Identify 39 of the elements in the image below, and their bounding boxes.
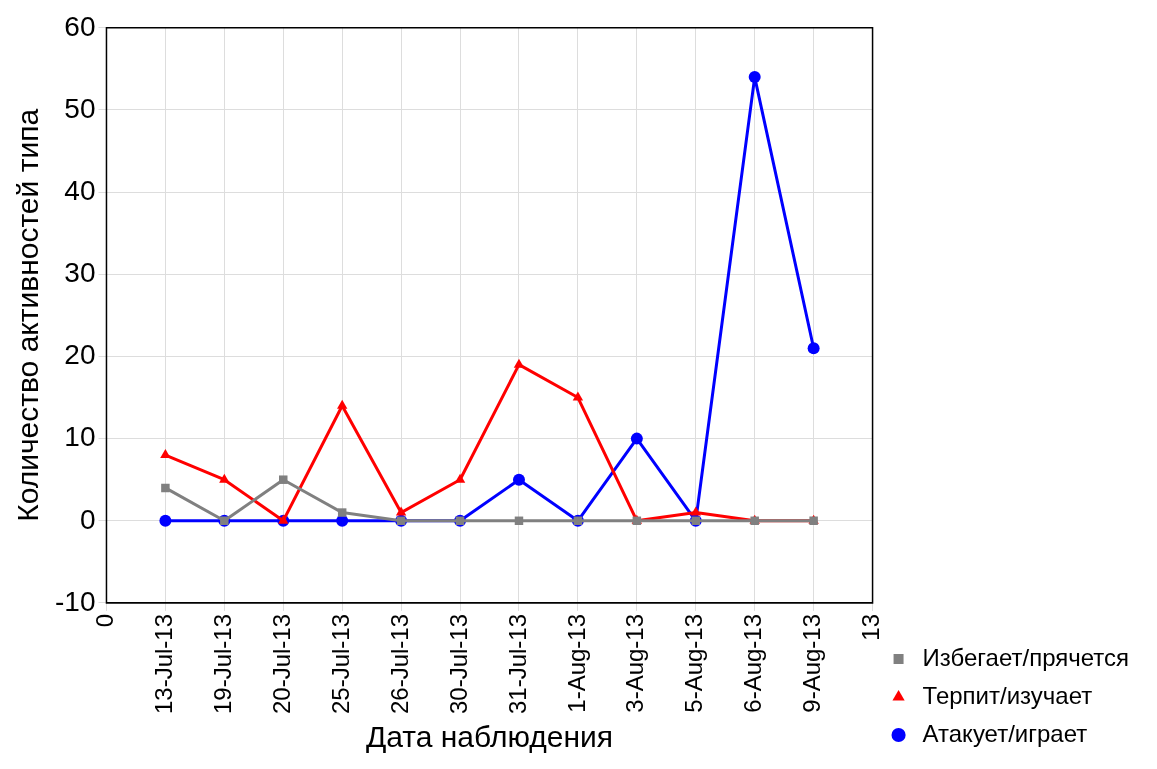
point bbox=[160, 449, 171, 459]
point bbox=[159, 514, 172, 527]
y-tick-label: 10 bbox=[64, 421, 96, 453]
point bbox=[161, 483, 170, 493]
x-tick-label: 25-Jul-13 bbox=[326, 613, 354, 715]
x-tick-label: 26-Jul-13 bbox=[385, 613, 413, 715]
x-tick-label: 5-Aug-13 bbox=[680, 613, 708, 713]
x-tick-label: 6-Aug-13 bbox=[739, 613, 767, 713]
x-tick-label: 3-Aug-13 bbox=[621, 613, 649, 713]
x-tick-label: 30-Jul-13 bbox=[444, 613, 472, 715]
y-tick-label: 30 bbox=[64, 257, 96, 289]
point bbox=[748, 71, 761, 84]
point bbox=[630, 432, 643, 445]
point bbox=[690, 506, 701, 516]
x-tick-label: 13-Jul-13 bbox=[150, 613, 178, 715]
legend-label: Терпит/изучает bbox=[922, 681, 1093, 709]
x-tick-label: 9-Aug-13 bbox=[798, 613, 826, 713]
point bbox=[337, 508, 347, 517]
x-tick-label: 20-Jul-13 bbox=[267, 613, 295, 715]
y-tick-label: 0 bbox=[79, 503, 96, 535]
y-tick-label: 20 bbox=[64, 339, 96, 371]
legend-label: Избегает/прячется bbox=[922, 643, 1129, 671]
y-axis-title: Количество активностей типа bbox=[11, 108, 45, 522]
x-tick-label: 1-Aug-13 bbox=[562, 613, 590, 713]
y-tick-label: 60 bbox=[64, 10, 96, 42]
x-tick-label: 19-Jul-13 bbox=[208, 613, 236, 715]
x-tick-label: 31-Jul-13 bbox=[503, 613, 531, 715]
point bbox=[219, 473, 230, 483]
y-tick-label: 40 bbox=[64, 174, 96, 206]
x-axis-title: Дата наблюдения bbox=[366, 720, 613, 754]
y-tick-label: 50 bbox=[64, 92, 96, 124]
point bbox=[336, 399, 348, 409]
point bbox=[807, 342, 820, 355]
point bbox=[572, 391, 584, 401]
point bbox=[512, 473, 525, 486]
x-tick-label: 13 bbox=[857, 613, 885, 641]
point bbox=[279, 475, 288, 484]
point bbox=[395, 506, 407, 516]
legend-label: Атакует/играет bbox=[922, 719, 1088, 747]
